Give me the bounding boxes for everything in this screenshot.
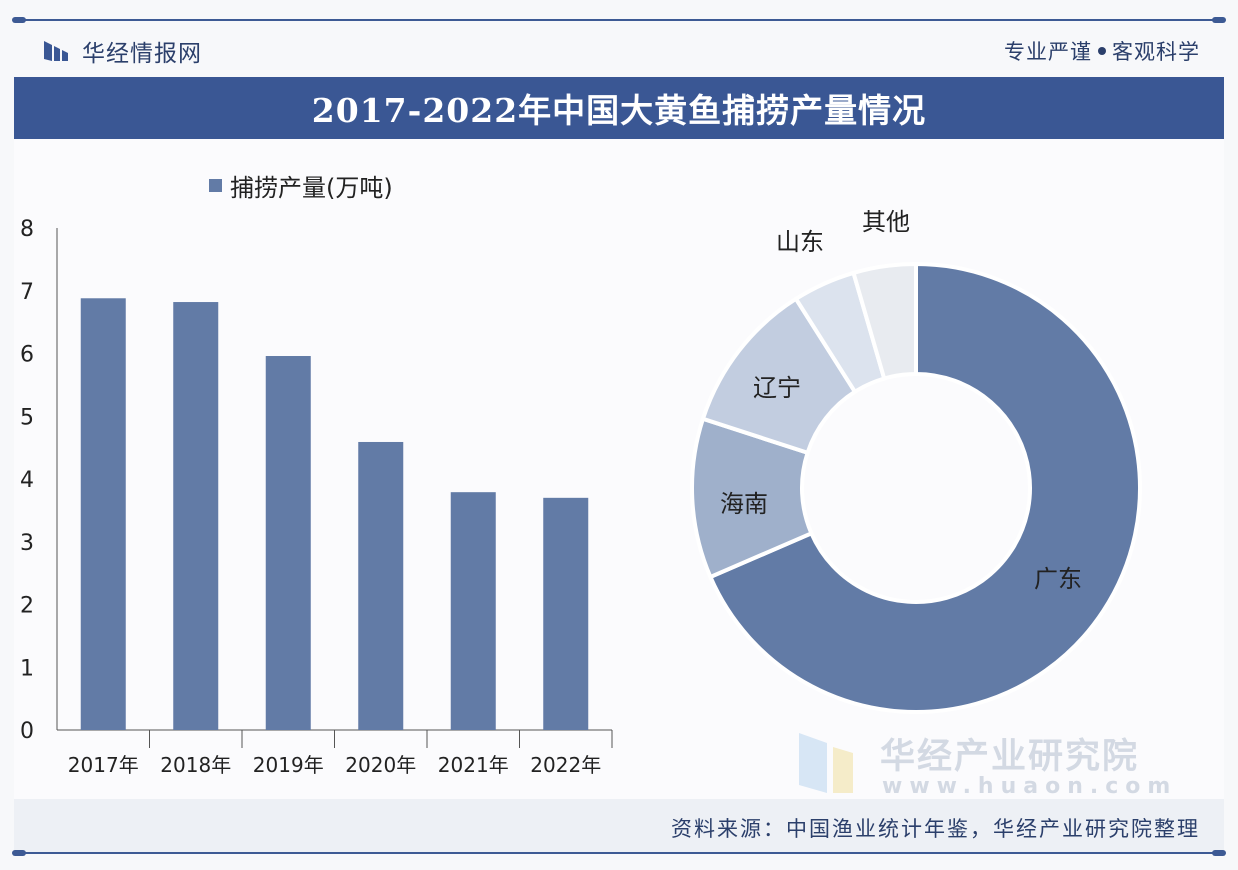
x-tick-label: 2022年 bbox=[530, 753, 601, 777]
y-tick-label: 0 bbox=[20, 719, 34, 744]
source-note: 资料来源：中国渔业统计年鉴，华经产业研究院整理 bbox=[671, 817, 1200, 841]
pie-label: 山东 bbox=[776, 228, 824, 256]
legend: 捕捞产量(万吨) bbox=[209, 168, 393, 203]
slogan-left: 专业严谨 bbox=[1004, 40, 1092, 64]
legend-label: 捕捞产量(万吨) bbox=[230, 174, 393, 202]
x-tick-label: 2017年 bbox=[68, 753, 139, 777]
x-tick-label: 2019年 bbox=[253, 753, 324, 777]
legend-swatch bbox=[209, 179, 222, 192]
watermark-logo-icon bbox=[799, 733, 853, 793]
top-rule bbox=[12, 17, 1226, 23]
pie-label: 广东 bbox=[1034, 565, 1082, 593]
pie-label: 辽宁 bbox=[753, 374, 801, 402]
x-tick-label: 2021年 bbox=[438, 753, 509, 777]
brand-name: 华经情报网 bbox=[82, 41, 202, 67]
y-tick-label: 2 bbox=[20, 594, 34, 619]
y-tick-label: 4 bbox=[20, 468, 34, 493]
header: 华经情报网 专业严谨 客观科学 bbox=[14, 24, 1224, 76]
slogan-right: 客观科学 bbox=[1112, 40, 1200, 64]
brand-logo-icon bbox=[44, 41, 68, 61]
title-bar: 2017-2022年中国大黄鱼捕捞产量情况 bbox=[14, 77, 1224, 139]
bar bbox=[173, 302, 219, 730]
pie-slice bbox=[851, 261, 918, 382]
y-tick-label: 5 bbox=[20, 405, 34, 430]
x-tick-label: 2020年 bbox=[345, 753, 416, 777]
bullet-icon bbox=[1098, 47, 1106, 55]
footer: 资料来源：中国渔业统计年鉴，华经产业研究院整理 bbox=[14, 799, 1224, 853]
pie-slice bbox=[707, 261, 1142, 714]
y-tick-label: 7 bbox=[20, 280, 34, 305]
pie-label: 其他 bbox=[862, 208, 910, 236]
y-tick-label: 3 bbox=[20, 531, 34, 556]
y-tick-label: 1 bbox=[20, 656, 34, 681]
bar bbox=[265, 356, 311, 730]
watermark-url: www.huaon.com bbox=[882, 774, 1178, 799]
x-tick-label: 2018年 bbox=[160, 753, 231, 777]
bar bbox=[80, 298, 126, 730]
watermark-name: 华经产业研究院 bbox=[880, 737, 1140, 777]
brand: 华经情报网 bbox=[42, 34, 202, 68]
y-tick-label: 8 bbox=[20, 217, 34, 242]
bar bbox=[450, 492, 496, 730]
bottom-rule bbox=[12, 850, 1226, 856]
bar bbox=[543, 497, 589, 730]
pie-label: 海南 bbox=[720, 490, 768, 518]
chart-title: 2017-2022年中国大黄鱼捕捞产量情况 bbox=[311, 91, 927, 130]
bar bbox=[358, 441, 404, 730]
y-tick-label: 6 bbox=[20, 343, 34, 368]
slogan: 专业严谨 客观科学 bbox=[1004, 36, 1200, 66]
